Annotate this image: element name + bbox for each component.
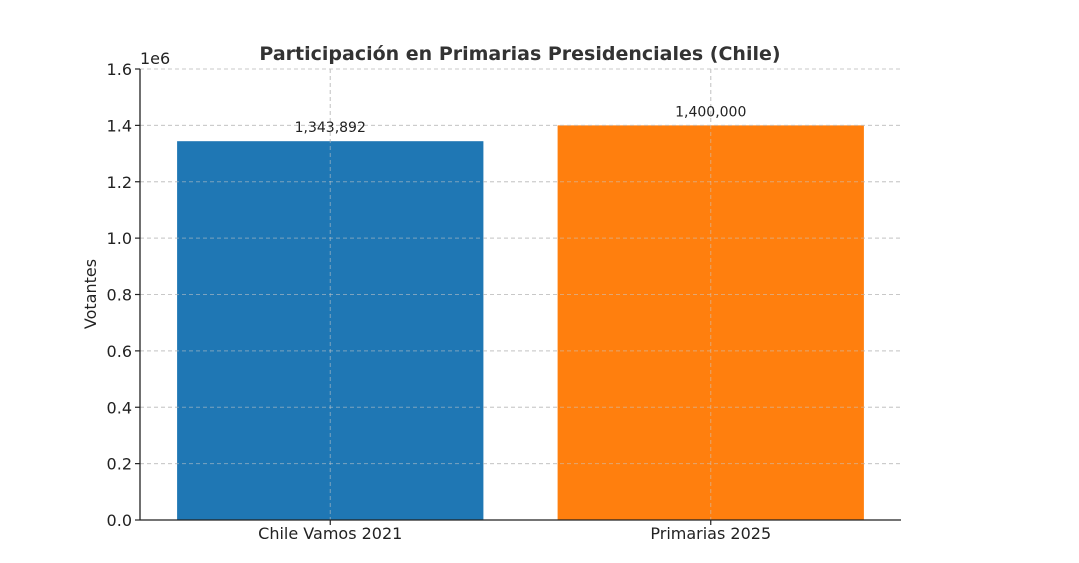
y-tick-label: 1.4 xyxy=(107,116,132,135)
y-tick-label: 0.6 xyxy=(107,342,132,361)
y-tick-label: 0.8 xyxy=(107,286,132,305)
y-tick-label: 1.6 xyxy=(107,60,132,79)
chart-title: Participación en Primarias Presidenciale… xyxy=(259,43,780,65)
x-ticks: Chile Vamos 2021 Primarias 2025 xyxy=(258,520,771,543)
x-tick-label: Chile Vamos 2021 xyxy=(258,524,402,543)
y-tick-label: 0.2 xyxy=(107,455,132,474)
y-axis-multiplier: 1e6 xyxy=(140,49,170,68)
y-tick-label: 1.2 xyxy=(107,173,132,192)
y-tick-label: 0.4 xyxy=(107,398,132,417)
y-ticks: 0.0 0.2 0.4 0.6 0.8 1.0 1.2 1.4 1.6 xyxy=(107,60,140,530)
x-tick-label: Primarias 2025 xyxy=(650,524,771,543)
y-tick-label: 0.0 xyxy=(107,511,132,530)
bars xyxy=(140,68,901,521)
y-tick-label: 1.0 xyxy=(107,229,132,248)
bar-value-label: 1,343,892 xyxy=(295,120,366,136)
y-axis-label: Votantes xyxy=(81,259,100,329)
bar-value-label: 1,400,000 xyxy=(675,104,746,120)
value-labels: 1,343,892 1,400,000 xyxy=(295,104,747,136)
